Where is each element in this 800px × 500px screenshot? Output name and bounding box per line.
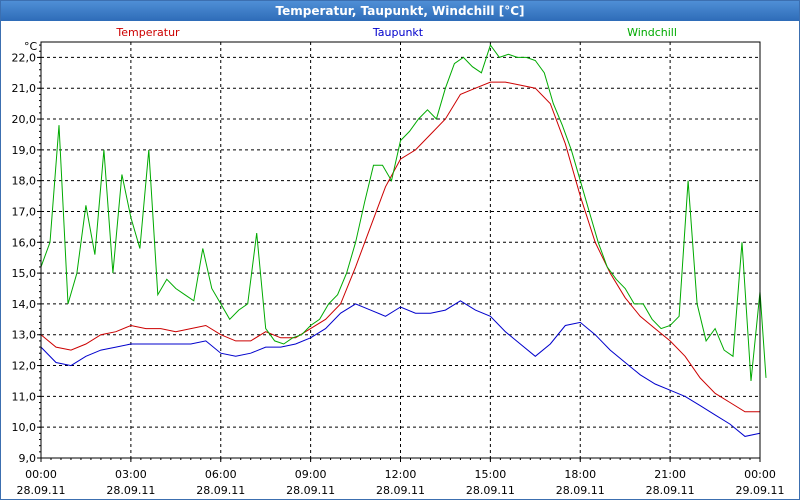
y-tick-label: 22,0	[12, 51, 37, 64]
legend-entry-taupunkt: Taupunkt	[372, 26, 424, 39]
x-tick-time: 00:00	[744, 468, 776, 481]
x-tick-date: 28.09.11	[196, 484, 245, 497]
y-tick-label: 18,0	[12, 175, 37, 188]
series-lines	[40, 44, 767, 437]
x-tick-time: 03:00	[115, 468, 147, 481]
y-tick-label: 10,0	[12, 421, 37, 434]
x-tick-time: 21:00	[654, 468, 686, 481]
grid-lines	[40, 42, 761, 459]
series-line-temperatur	[40, 81, 760, 413]
y-tick-label: 19,0	[12, 144, 37, 157]
x-tick-date: 28.09.11	[286, 484, 335, 497]
y-axis-label: °C	[24, 40, 38, 53]
x-tick-date: 28.09.11	[376, 484, 425, 497]
y-tick-label: 13,0	[12, 329, 37, 342]
x-tick-labels: 00:00 28.09.11 03:00 28.09.11 06:00 28.09.11 0…	[17, 468, 785, 497]
legend-entry-temperatur: Temperatur	[115, 26, 180, 39]
x-tick-time: 18:00	[564, 468, 596, 481]
x-tick-time: 12:00	[385, 468, 417, 481]
y-tick-label: 12,0	[12, 360, 37, 373]
x-tick-time: 06:00	[205, 468, 237, 481]
y-tick-label: 16,0	[12, 236, 37, 249]
series-line-taupunkt	[40, 300, 761, 437]
x-tick-date: 29.09.11	[736, 484, 785, 497]
y-tick-label: 17,0	[12, 205, 37, 218]
x-tick-date: 28.09.11	[106, 484, 155, 497]
y-tick-label: 14,0	[12, 298, 37, 311]
x-tick-time: 09:00	[295, 468, 327, 481]
y-tick-label: 15,0	[12, 267, 37, 280]
line-chart: 9,0 10,0 11,0 12,0 13,0 14,0 15,0 16,0 17,0 18,0 1…	[12, 26, 785, 497]
y-tick-label: 11,0	[12, 390, 37, 403]
y-tick-labels: 9,0 10,0 11,0 12,0 13,0 14,0 15,0 16,0 17,0 18,0 1…	[12, 51, 37, 465]
axes	[37, 41, 761, 462]
legend: Temperatur Taupunkt Windchill	[115, 26, 677, 39]
series-line-windchill	[40, 44, 767, 382]
y-tick-label: 9,0	[19, 452, 37, 465]
plot-frame	[40, 41, 761, 459]
y-tick-label: 21,0	[12, 82, 37, 95]
y-tick-label: 20,0	[12, 113, 37, 126]
legend-entry-windchill: Windchill	[627, 26, 677, 39]
x-tick-date: 28.09.11	[646, 484, 695, 497]
x-tick-date: 28.09.11	[556, 484, 605, 497]
x-tick-time: 15:00	[475, 468, 507, 481]
x-tick-date: 28.09.11	[17, 484, 66, 497]
window-title: Temperatur, Taupunkt, Windchill [°C]	[1, 1, 799, 21]
x-tick-date: 28.09.11	[466, 484, 515, 497]
x-tick-time: 00:00	[25, 468, 57, 481]
